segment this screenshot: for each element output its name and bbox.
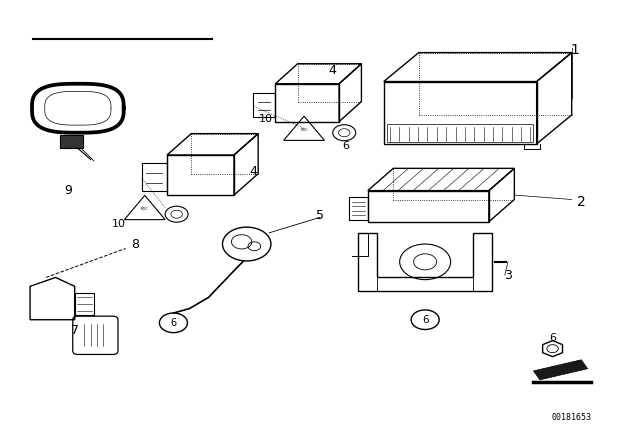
- Text: 9: 9: [65, 184, 72, 197]
- Text: 7: 7: [70, 324, 79, 337]
- Text: 6: 6: [342, 141, 349, 151]
- Text: 6: 6: [549, 332, 556, 343]
- Polygon shape: [534, 360, 588, 380]
- Text: 6: 6: [170, 318, 177, 328]
- Text: RDC: RDC: [300, 128, 308, 132]
- Text: 10: 10: [259, 114, 273, 125]
- Text: 1: 1: [570, 43, 579, 57]
- FancyBboxPatch shape: [60, 135, 83, 148]
- Text: RDC: RDC: [141, 207, 148, 211]
- Text: 10: 10: [112, 219, 126, 229]
- Text: 2: 2: [577, 195, 586, 209]
- Text: 5: 5: [316, 209, 324, 222]
- Text: 3: 3: [504, 269, 512, 282]
- Text: 6: 6: [422, 315, 428, 325]
- Text: 4: 4: [329, 64, 337, 77]
- Text: 8: 8: [131, 237, 140, 250]
- Text: 4: 4: [249, 165, 257, 178]
- Text: 00181653: 00181653: [552, 413, 592, 422]
